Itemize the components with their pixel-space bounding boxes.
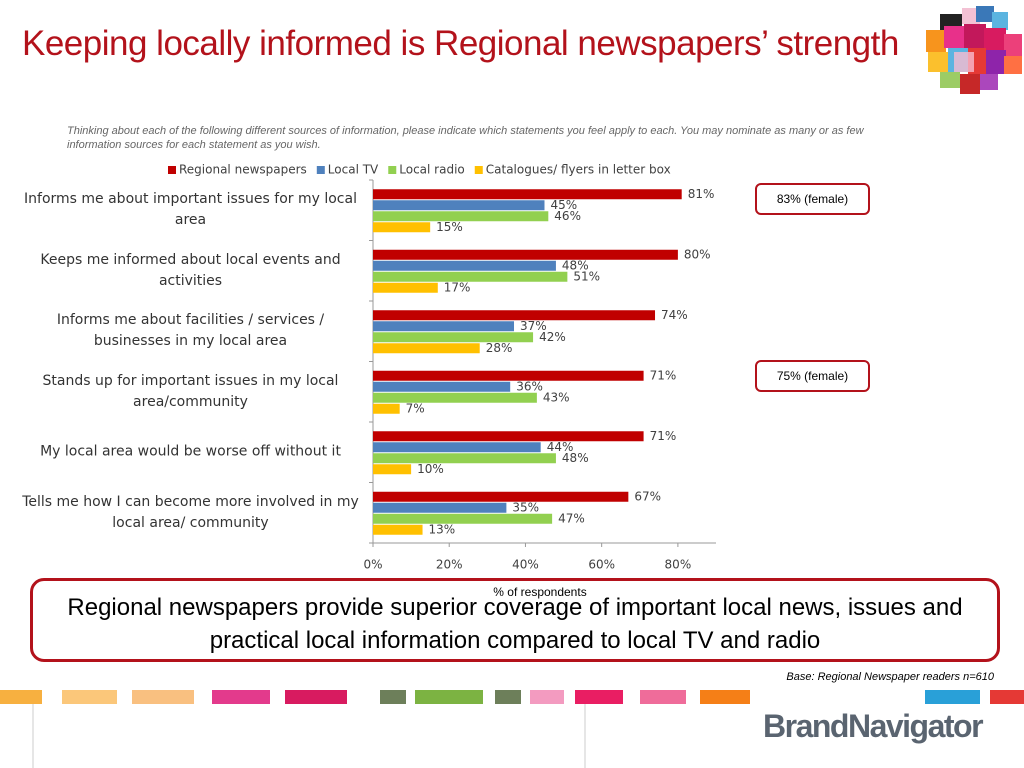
decor-strip: [0, 690, 1024, 768]
bar: [373, 332, 534, 343]
bar: [373, 222, 431, 233]
logo: BrandNavigator: [763, 708, 984, 744]
bar: [373, 370, 644, 381]
legend-swatch: [388, 166, 397, 174]
value-label: 80%: [684, 247, 711, 261]
bar: [373, 464, 412, 475]
value-label: 81%: [688, 187, 715, 201]
bar: [373, 491, 629, 502]
bar: [373, 211, 549, 222]
legend-label: Local TV: [328, 163, 379, 177]
category-label: Informs me about facilities / services /…: [56, 312, 325, 350]
bar: [373, 321, 515, 332]
callout: 75% (female): [755, 360, 870, 392]
bar: [373, 260, 556, 271]
x-axis-label: % of respondents: [493, 585, 587, 599]
value-label: 48%: [562, 258, 589, 272]
category-label: Stands up for important issues in my loc…: [42, 372, 339, 410]
value-label: 71%: [650, 429, 677, 443]
category-label: My local area would be worse off without…: [40, 443, 341, 460]
value-label: 44%: [547, 440, 574, 454]
value-label: 45%: [551, 198, 578, 212]
bar: [373, 249, 678, 260]
category-label: Tells me how I can become more involved …: [22, 493, 359, 531]
value-label: 67%: [634, 489, 661, 503]
logo-mosaic: [926, 6, 1022, 94]
value-label: 28%: [486, 341, 513, 355]
value-label: 7%: [406, 401, 425, 415]
value-label: 36%: [516, 379, 543, 393]
value-label: 74%: [661, 308, 688, 322]
bar: [373, 310, 656, 321]
value-label: 17%: [444, 280, 471, 294]
legend-label: Catalogues/ flyers in letter box: [486, 163, 671, 177]
bar: [373, 442, 541, 453]
category-label: Keeps me informed about local events and…: [40, 251, 341, 289]
value-label: 46%: [554, 209, 581, 223]
bar: [373, 403, 400, 414]
subtitle: Thinking about each of the following dif…: [67, 125, 864, 151]
title: Keeping locally informed is Regional new…: [22, 24, 899, 63]
callout: 83% (female): [755, 183, 870, 215]
value-label: 10%: [417, 462, 444, 476]
bar: [373, 189, 682, 200]
legend-label: Regional newspapers: [179, 163, 307, 177]
x-tick-label: 60%: [588, 558, 615, 572]
category-label: Informs me about important issues for my…: [24, 191, 357, 229]
value-label: 43%: [543, 390, 570, 404]
bar: [373, 502, 507, 513]
legend-label: Local radio: [399, 163, 465, 177]
bar: [373, 524, 423, 535]
value-label: 47%: [558, 511, 585, 525]
bar: [373, 381, 511, 392]
value-label: 15%: [436, 220, 463, 234]
value-label: 51%: [573, 269, 600, 283]
value-label: 48%: [562, 451, 589, 465]
bar: [373, 431, 644, 442]
value-label: 71%: [650, 368, 677, 382]
x-tick-label: 20%: [436, 558, 463, 572]
base-note: Base: Regional Newspaper readers n=610: [786, 671, 994, 683]
value-label: 42%: [539, 330, 566, 344]
x-tick-label: 80%: [665, 558, 692, 572]
value-label: 13%: [429, 522, 456, 536]
value-label: 37%: [520, 319, 547, 333]
bar: [373, 271, 568, 282]
bar: [373, 200, 545, 211]
bar: [373, 453, 556, 464]
legend-swatch: [168, 166, 176, 174]
bar: [373, 513, 553, 524]
x-tick-label: 0%: [363, 558, 382, 572]
bar: [373, 392, 537, 403]
conclusion: Regional newspapers provide superior cov…: [30, 578, 1000, 662]
bar: [373, 282, 438, 293]
legend-swatch: [316, 166, 325, 174]
value-label: 35%: [512, 500, 539, 514]
x-tick-label: 40%: [512, 558, 539, 572]
bar: [373, 343, 480, 354]
legend-swatch: [474, 166, 483, 174]
